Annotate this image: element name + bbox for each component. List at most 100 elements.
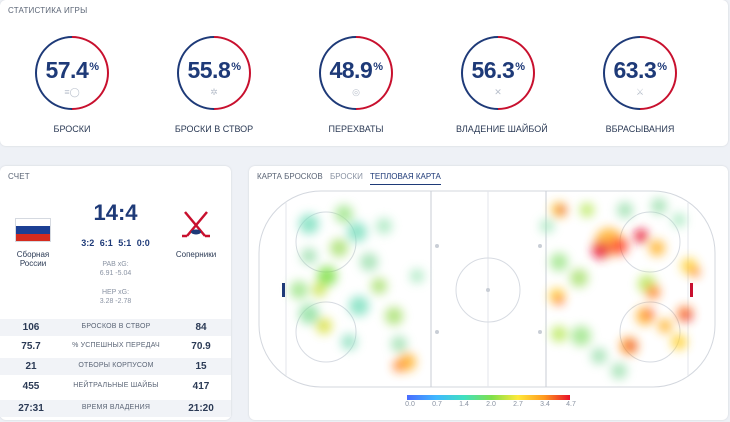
home-team[interactable]: Сборная России bbox=[3, 218, 63, 268]
stat-ring: 63.3% ⚔ bbox=[587, 20, 693, 126]
legend-tick: 0.7 bbox=[432, 401, 442, 408]
heat-spot bbox=[592, 241, 610, 259]
heat-spot bbox=[649, 240, 665, 256]
heat-spot bbox=[651, 198, 667, 214]
shot-map-panel: КАРТА БРОСКОВ БРОСКИ ТЕПЛОВАЯ КАРТА bbox=[249, 166, 728, 420]
heat-spot bbox=[580, 203, 594, 217]
heat-spot bbox=[550, 253, 568, 271]
table-row: 455 НЕЙТРАЛЬНЫЕ ШАЙБЫ 417 bbox=[22, 381, 210, 392]
heat-spot bbox=[330, 239, 348, 257]
stat-ring: 56.3% ✕ bbox=[445, 20, 551, 126]
rink-markings bbox=[285, 191, 689, 387]
heat-spot bbox=[644, 309, 654, 319]
heat-spot bbox=[301, 248, 317, 264]
table-row: 21 ОТБОРЫ КОРПУСОМ 15 bbox=[0, 358, 231, 375]
stat-label: БРОСКИ В СТВОР bbox=[174, 124, 254, 134]
stat-label: БРОСКИ bbox=[53, 124, 91, 134]
legend-tick: 1.4 bbox=[459, 401, 469, 408]
stat-ring: 57.4% ≡◯ bbox=[19, 20, 125, 126]
heat-spot bbox=[551, 326, 567, 342]
away-team-name: Соперники bbox=[175, 250, 217, 259]
heat-spot bbox=[556, 205, 566, 215]
heat-spot bbox=[554, 295, 564, 305]
heat-spot bbox=[316, 318, 332, 334]
heat-spot bbox=[335, 205, 353, 223]
away-team[interactable]: Соперники bbox=[166, 210, 226, 259]
pab-xg-value: 6.91 -5.04 bbox=[99, 270, 132, 277]
stat-ring: 48.9% ◎ bbox=[303, 20, 409, 126]
legend-tick: 0.0 bbox=[405, 401, 415, 408]
heat-spot bbox=[571, 326, 591, 346]
heat-spot bbox=[626, 341, 636, 351]
heat-spot bbox=[671, 334, 687, 350]
stat-label: ПЕРЕХВАТЫ bbox=[328, 124, 384, 134]
heat-spot bbox=[385, 307, 403, 325]
heat-spot bbox=[299, 214, 319, 234]
russia-flag-icon bbox=[15, 218, 51, 242]
heat-spot bbox=[349, 296, 369, 316]
tab-heatmap[interactable]: ТЕПЛОВАЯ КАРТА bbox=[370, 172, 441, 185]
stat-value: 63.3 bbox=[613, 57, 657, 83]
heat-spot bbox=[540, 219, 554, 233]
stat-label: ВБРАСЫВАНИЯ bbox=[605, 124, 675, 134]
heat-spot bbox=[591, 348, 607, 364]
hep-xg-label: HEP xG: bbox=[101, 289, 130, 296]
table-row: 106 БРОСКОВ В СТВОР 84 bbox=[0, 319, 231, 336]
stat-takeaways: 48.9% ◎ ПЕРЕХВАТЫ bbox=[303, 20, 409, 134]
left-goal bbox=[282, 283, 285, 297]
heat-spot bbox=[393, 360, 405, 372]
heat-spot bbox=[617, 202, 633, 218]
final-score: 14:4 bbox=[93, 200, 138, 225]
stat-label: ВЛАДЕНИЕ ШАЙБОЙ bbox=[456, 124, 548, 134]
pab-xg: PAB xG: 6.91 -5.04 bbox=[70, 260, 161, 278]
heatmap-legend-bar bbox=[407, 395, 570, 400]
heat-spot bbox=[672, 213, 686, 227]
heat-spot bbox=[646, 285, 660, 299]
stat-value: 56.3 bbox=[471, 57, 515, 83]
table-row: 27:31 ВРЕМЯ ВЛАДЕНИЯ 21:20 bbox=[0, 400, 231, 417]
score-panel: СЧЕТ Сборная России 14:4 3:2 6:1 5:1 0:0… bbox=[0, 166, 231, 420]
pab-xg-label: PAB xG: bbox=[102, 261, 129, 268]
hep-xg: HEP xG: 3.28 -2.78 bbox=[70, 288, 161, 306]
faceoff-icon: ⚔ bbox=[635, 87, 645, 97]
legend-tick: 3.4 bbox=[540, 401, 550, 408]
stat-possession: 56.3% ✕ ВЛАДЕНИЕ ШАЙБОЙ bbox=[445, 20, 551, 134]
right-goal bbox=[690, 283, 693, 297]
heat-spot bbox=[410, 269, 424, 283]
heat-spot bbox=[682, 311, 692, 321]
heat-spot bbox=[690, 267, 700, 277]
hockey-sticks-icon bbox=[182, 211, 210, 238]
stat-value: 57.4 bbox=[45, 57, 89, 83]
legend-tick: 2.7 bbox=[513, 401, 523, 408]
legend-tick: 2.0 bbox=[486, 401, 496, 408]
target-burst-icon: ✲ bbox=[210, 87, 218, 97]
heat-spot bbox=[634, 229, 648, 243]
tab-shots[interactable]: БРОСКИ bbox=[330, 172, 363, 181]
heat-spot bbox=[299, 304, 319, 324]
shot-map-title: КАРТА БРОСКОВ bbox=[257, 172, 323, 181]
score-title: СЧЕТ bbox=[8, 172, 30, 181]
heat-spot bbox=[290, 281, 308, 299]
heat-spot bbox=[570, 269, 588, 287]
hockey-rink-heatmap bbox=[258, 190, 716, 388]
heat-spot bbox=[376, 218, 392, 234]
hep-xg-value: 3.28 -2.78 bbox=[99, 298, 132, 305]
stat-shots-on-goal: 55.8% ✲ БРОСКИ В СТВОР bbox=[161, 20, 267, 134]
stat-faceoffs: 63.3% ⚔ ВБРАСЫВАНИЯ bbox=[587, 20, 693, 134]
heat-spot bbox=[391, 336, 407, 352]
heat-spot bbox=[658, 319, 672, 333]
heat-spot bbox=[347, 222, 367, 242]
stat-value: 55.8 bbox=[187, 57, 231, 83]
legend-tick: 4.7 bbox=[566, 401, 576, 408]
heat-spot bbox=[317, 266, 337, 286]
stat-ring: 55.8% ✲ bbox=[161, 20, 267, 126]
stat-value: 48.9 bbox=[329, 57, 373, 83]
heat-spot bbox=[611, 363, 627, 379]
game-stats-panel: СТАТИСТИКА ИГРЫ 57.4% ≡◯ БРОСКИ 55.8% ✲ … bbox=[0, 0, 728, 146]
heat-spot bbox=[610, 237, 628, 255]
target-icon: ◎ bbox=[352, 87, 360, 97]
heatmap-layer bbox=[290, 198, 700, 379]
puck-shot-icon: ≡◯ bbox=[64, 87, 80, 97]
period-scores: 3:2 6:1 5:1 0:0 bbox=[81, 238, 150, 248]
home-team-name: Сборная России bbox=[16, 250, 50, 268]
